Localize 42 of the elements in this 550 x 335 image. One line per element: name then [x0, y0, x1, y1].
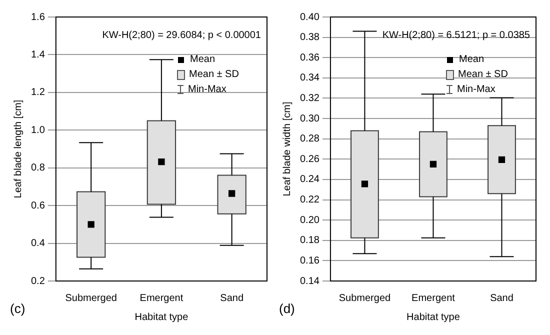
y-tick-label: 1.4 — [30, 49, 46, 60]
x-axis-title: Habitat type — [134, 312, 189, 323]
y-tick-label: 0.4 — [30, 238, 46, 250]
annotation: Mean — [459, 54, 484, 65]
y-tick-label: 0.34 — [300, 72, 320, 84]
y-tick-label: 0.32 — [300, 92, 320, 104]
y-tick-label: 1.0 — [30, 124, 46, 136]
text: (d) — [279, 301, 295, 316]
y-tick-label: 0.6 — [30, 200, 46, 212]
x-axis-title: Habitat type — [406, 312, 460, 323]
y-tick-label: 0.22 — [300, 194, 320, 206]
annotation: Min-Max — [457, 84, 496, 95]
y-tick-label: 0.40 — [300, 12, 320, 23]
text: (c) — [10, 301, 26, 316]
annotation: Mean ± SD — [189, 69, 239, 80]
y-tick-label: 0.20 — [300, 214, 320, 226]
x-tick-label: Sand — [490, 292, 514, 304]
x-tick-label: Submerged — [338, 292, 391, 304]
y-tick-label: 0.38 — [300, 32, 320, 44]
y-tick-label: 0.24 — [300, 174, 320, 186]
annotation: KW-H(2;80) = 6.5121; p = 0.0385 — [382, 30, 530, 41]
annotation: Min-Max — [188, 84, 226, 95]
y-tick-label: 0.30 — [300, 113, 320, 124]
y-axis-title: Leaf blade length [cm] — [12, 100, 24, 198]
y-tick-label: 0.2 — [30, 276, 46, 287]
annotation: Mean ± SD — [458, 69, 508, 80]
y-tick-label: 1.6 — [30, 12, 46, 23]
x-tick-label: Emergent — [140, 292, 184, 304]
x-tick-label: Submerged — [65, 292, 117, 304]
x-tick-label: Sand — [220, 292, 244, 304]
y-tick-label: 1.2 — [30, 87, 46, 98]
x-tick-label: Emergent — [412, 292, 456, 304]
y-tick-label: 0.28 — [300, 134, 320, 145]
y-tick-label: 0.26 — [300, 154, 320, 165]
y-tick-label: 0.18 — [300, 235, 320, 246]
y-tick-label: 0.36 — [300, 52, 320, 64]
y-tick-label: 0.8 — [30, 162, 46, 174]
y-axis-title: Leaf blade width [cm] — [282, 102, 293, 196]
annotation: KW-H(2;80) = 29.6084; p < 0.00001 — [102, 30, 261, 41]
y-tick-label: 0.16 — [300, 255, 320, 266]
y-tick-label: 0.14 — [300, 276, 320, 287]
annotation: Mean — [190, 54, 216, 65]
